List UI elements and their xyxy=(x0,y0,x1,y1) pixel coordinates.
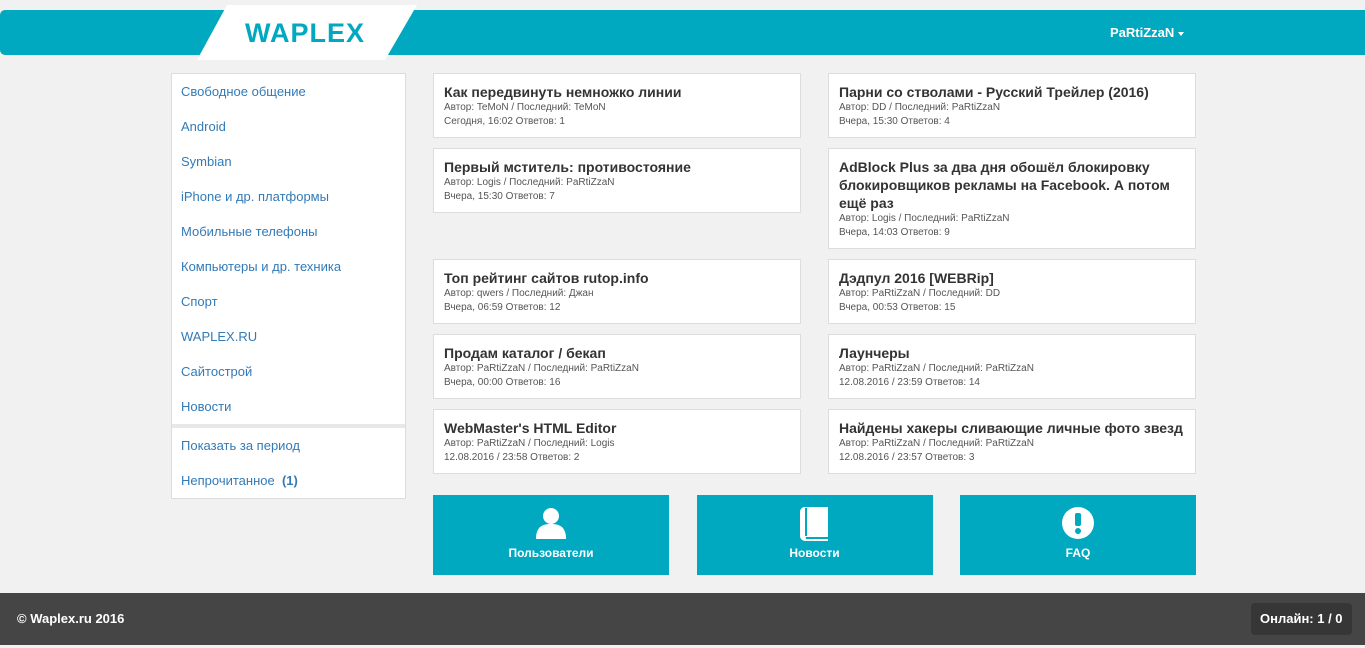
topic-card: Дэдпул 2016 [WEBRip] Автор: PaRtiZzaN / П… xyxy=(828,259,1196,324)
faq-button[interactable]: FAQ xyxy=(960,495,1196,575)
topic-info: Вчера, 15:30 Ответов: 4 xyxy=(839,116,950,127)
sidebar-item[interactable]: Android xyxy=(181,119,226,134)
faq-label: FAQ xyxy=(1065,546,1091,560)
category-list: Свободное общение Android Symbian iPhone и … xyxy=(172,74,405,428)
topic-card: WebMaster's HTML Editor Автор: PaRtiZzaN … xyxy=(433,409,801,474)
topic-authors: Автор: PaRtiZzaN / Последний: Logis xyxy=(444,438,615,449)
topic-title[interactable]: Продам каталог / бекап xyxy=(444,345,606,361)
topic-authors: Автор: PaRtiZzaN / Последний: PaRtiZzaN xyxy=(839,363,1034,374)
footer: © Waplex.ru 2016 Онлайн: 1 / 0 xyxy=(0,593,1365,645)
topic-card: Найдены хакеры сливающие личные фото зве… xyxy=(828,409,1196,474)
logo[interactable]: WAPLEX xyxy=(197,5,417,60)
users-button[interactable]: Пользователи xyxy=(433,495,669,575)
sidebar-item[interactable]: iPhone и др. платформы xyxy=(181,189,329,204)
show-period-link[interactable]: Показать за период xyxy=(181,438,300,453)
sidebar: Свободное общение Android Symbian iPhone и … xyxy=(171,73,406,499)
topic-title[interactable]: Лаунчеры xyxy=(839,345,910,361)
exclamation-icon xyxy=(1062,507,1094,539)
topic-title[interactable]: Топ рейтинг сайтов rutop.info xyxy=(444,270,649,286)
topic-title[interactable]: WebMaster's HTML Editor xyxy=(444,420,617,436)
caret-down-icon xyxy=(1178,31,1185,36)
topic-card: AdBlock Plus за два дня обошёл блокировк… xyxy=(828,148,1196,249)
topic-authors: Автор: DD / Последний: PaRtiZzaN xyxy=(839,102,1001,113)
sidebar-item[interactable]: WAPLEX.RU xyxy=(181,329,258,344)
topic-title[interactable]: Найдены хакеры сливающие личные фото зве… xyxy=(839,420,1183,436)
sidebar-item[interactable]: Спорт xyxy=(181,294,218,309)
users-label: Пользователи xyxy=(508,546,594,560)
topic-authors: Автор: TeMoN / Последний: TeMoN xyxy=(444,102,606,113)
topic-info: 12.08.2016 / 23:59 Ответов: 14 xyxy=(839,377,980,388)
book-icon xyxy=(799,507,828,541)
unread-label: Непрочитанное xyxy=(181,473,275,488)
topic-card: Первый мститель: противостояние Автор: Lo… xyxy=(433,148,801,213)
topic-card: Парни со стволами - Русский Трейлер (201… xyxy=(828,73,1196,138)
topic-title[interactable]: Дэдпул 2016 [WEBRip] xyxy=(839,270,994,286)
user-menu[interactable]: PaRtiZzaN xyxy=(1110,25,1185,40)
topic-authors: Автор: Logis / Последний: PaRtiZzaN xyxy=(444,177,615,188)
topic-title[interactable]: AdBlock Plus за два дня обошёл блокировк… xyxy=(839,159,1170,211)
topic-list: Как передвинуть немножко линии Автор: TeM… xyxy=(433,73,1196,474)
user-icon xyxy=(536,508,566,539)
sidebar-item[interactable]: Компьютеры и др. техника xyxy=(181,259,342,274)
logo-text: WAPLEX xyxy=(245,18,366,48)
topic-authors: Автор: Logis / Последний: PaRtiZzaN xyxy=(839,213,1010,224)
topic-title[interactable]: Как передвинуть немножко линии xyxy=(444,84,682,100)
news-button[interactable]: Новости xyxy=(696,495,933,575)
topic-title[interactable]: Первый мститель: противостояние xyxy=(444,159,691,175)
topic-authors: Автор: PaRtiZzaN / Последний: PaRtiZzaN xyxy=(444,363,639,374)
sidebar-item[interactable]: Сайтострой xyxy=(181,364,253,379)
topic-info: Вчера, 00:53 Ответов: 15 xyxy=(839,302,956,313)
topic-title[interactable]: Парни со стволами - Русский Трейлер (201… xyxy=(839,84,1149,100)
news-label: Новости xyxy=(789,546,840,560)
quick-links: Пользователи Новости FAQ xyxy=(433,495,1196,575)
sidebar-item[interactable]: Свободное общение xyxy=(181,84,306,99)
topic-info: Вчера, 00:00 Ответов: 16 xyxy=(444,377,561,388)
online-counter[interactable]: Онлайн: 1 / 0 xyxy=(1251,603,1352,635)
username: PaRtiZzaN xyxy=(1110,25,1175,40)
topic-info: Вчера, 14:03 Ответов: 9 xyxy=(839,227,950,238)
topic-card: Топ рейтинг сайтов rutop.info Автор: qwer… xyxy=(433,259,801,324)
topic-info: Сегодня, 16:02 Ответов: 1 xyxy=(444,116,565,127)
topic-info: 12.08.2016 / 23:57 Ответов: 3 xyxy=(839,452,975,463)
topic-authors: Автор: qwers / Последний: Джан xyxy=(444,288,594,299)
topic-card: Как передвинуть немножко линии Автор: TeM… xyxy=(433,73,801,138)
sidebar-item[interactable]: Мобильные телефоны xyxy=(181,224,318,239)
topic-info: Вчера, 15:30 Ответов: 7 xyxy=(444,191,555,202)
topic-authors: Автор: PaRtiZzaN / Последний: DD xyxy=(839,288,1001,299)
sidebar-item[interactable]: Symbian xyxy=(181,154,232,169)
topic-card: Продам каталог / бекап Автор: PaRtiZzaN /… xyxy=(433,334,801,399)
topic-info: Вчера, 06:59 Ответов: 12 xyxy=(444,302,561,313)
sidebar-item[interactable]: Новости xyxy=(181,399,232,414)
topic-authors: Автор: PaRtiZzaN / Последний: PaRtiZzaN xyxy=(839,438,1034,449)
topic-info: 12.08.2016 / 23:58 Ответов: 2 xyxy=(444,452,580,463)
unread-link[interactable]: Непрочитанное (1) xyxy=(172,463,405,498)
topic-card: Лаунчеры Автор: PaRtiZzaN / Последний: Pa… xyxy=(828,334,1196,399)
copyright: © Waplex.ru 2016 xyxy=(17,611,125,626)
unread-count: (1) xyxy=(281,473,298,488)
